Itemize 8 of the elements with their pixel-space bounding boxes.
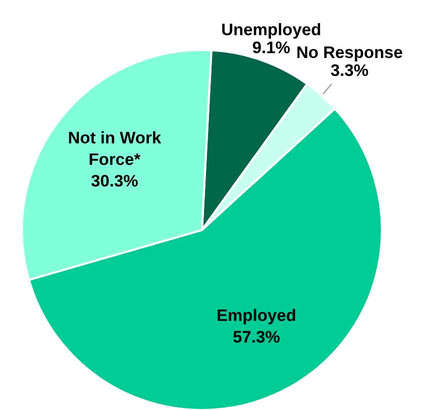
data-label: 9.1% xyxy=(252,41,290,54)
slice-label: Unemployed xyxy=(222,23,320,39)
data-label: 30.3% xyxy=(91,174,138,187)
slice-label: No Response xyxy=(297,46,402,62)
data-label: 57.3% xyxy=(233,330,280,343)
slice-label: Not in Work Force* xyxy=(69,131,162,166)
slice-label: Employed xyxy=(218,308,296,324)
data-label: 3.3% xyxy=(330,64,368,76)
